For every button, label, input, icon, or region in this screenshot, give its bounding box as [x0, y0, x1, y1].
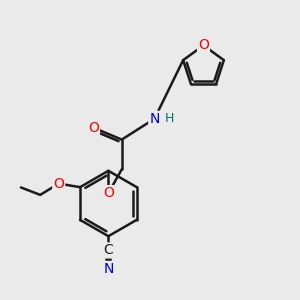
Text: C: C	[103, 244, 113, 257]
Text: O: O	[88, 121, 99, 135]
Text: O: O	[53, 177, 64, 190]
Text: N: N	[149, 112, 160, 126]
Text: N: N	[103, 262, 114, 276]
Text: O: O	[198, 38, 209, 52]
Text: O: O	[103, 186, 114, 200]
Text: H: H	[165, 112, 175, 125]
